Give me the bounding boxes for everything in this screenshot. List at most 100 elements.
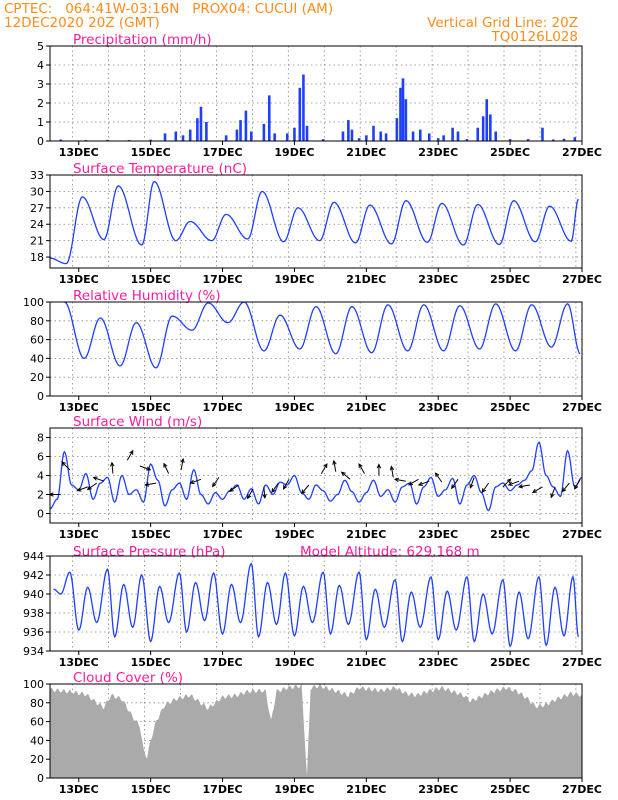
wind-arrow <box>283 479 290 490</box>
precip-title: Precipitation (mm/h) <box>73 32 212 48</box>
x-tick-label: 25DEC <box>490 528 530 541</box>
wind-arrowhead <box>531 488 537 493</box>
cloud-title: Cloud Cover (%) <box>73 670 183 686</box>
wind-arrowhead <box>301 489 306 495</box>
precip-bar <box>59 139 63 141</box>
rh-panel: Relative Humidity (%) 0 20 40 60 80 100 13DEC 15… <box>23 288 602 414</box>
grid-note: Vertical Grid Line: 20Z <box>427 15 578 31</box>
y-tick-label: 0 <box>37 135 44 148</box>
wind-arrow <box>301 484 310 494</box>
y-tick-label: 60 <box>30 334 44 347</box>
wind-arrow <box>394 478 406 482</box>
precip-bar <box>205 122 208 141</box>
x-tick-label: 13DEC <box>59 401 99 414</box>
date-header: 12DEC2020 20Z (GMT) <box>4 15 160 31</box>
y-tick-label: 2 <box>37 97 44 110</box>
y-tick-label: 20 <box>30 371 44 384</box>
precip-bar <box>235 129 239 141</box>
y-tick-label: 942 <box>23 569 44 582</box>
y-tick-label: 938 <box>23 607 44 620</box>
wind-arrowhead <box>282 484 288 490</box>
x-tick-label: 19DEC <box>274 401 314 414</box>
x-tick-label: 21DEC <box>346 783 386 796</box>
wind-arrow <box>190 478 202 484</box>
precip-bar <box>285 133 289 141</box>
y-tick-label: 60 <box>30 716 44 729</box>
wind-arrowhead <box>262 493 267 500</box>
x-tick-label: 19DEC <box>274 273 314 286</box>
x-tick-label: 15DEC <box>131 146 171 159</box>
wind-arrowhead <box>332 459 337 465</box>
precip-bar <box>476 127 480 141</box>
wind-arrowhead <box>417 481 423 486</box>
precip-panel: Precipitation (mm/h) 0 1 2 3 4 5 13DEC 15DEC 17DE… <box>37 32 602 159</box>
wind-arrowhead <box>61 461 66 466</box>
precip-bar <box>249 131 253 141</box>
rh-frame <box>49 301 583 397</box>
x-tick-label: 15DEC <box>131 783 171 796</box>
wind-arrowhead <box>574 484 579 490</box>
precip-bar <box>465 139 469 141</box>
x-tick-label: 27DEC <box>562 656 602 669</box>
cloud-frame <box>49 683 583 779</box>
precip-bar <box>321 139 325 141</box>
precip-bar <box>106 139 109 141</box>
precip-bar <box>436 138 440 141</box>
wind-arrow <box>61 461 71 471</box>
precip-bar <box>481 116 485 141</box>
precip-bar <box>293 127 296 141</box>
x-tick-label: 21DEC <box>346 528 386 541</box>
temp-line <box>50 180 579 265</box>
x-tick-label: 27DEC <box>562 273 602 286</box>
wind-arrow <box>532 486 543 493</box>
x-tick-label: 21DEC <box>346 273 386 286</box>
precip-bar <box>239 120 242 141</box>
y-tick-label: 80 <box>30 315 44 328</box>
wind-arrowhead <box>550 493 555 499</box>
y-tick-label: 40 <box>30 734 44 747</box>
wind-arrowhead <box>507 481 513 486</box>
wind-arrow <box>435 472 443 483</box>
x-tick-label: 21DEC <box>346 656 386 669</box>
y-tick-label: 934 <box>23 645 44 658</box>
wind-arrowhead <box>189 479 195 484</box>
precip-bar <box>399 87 402 141</box>
x-tick-label: 25DEC <box>490 656 530 669</box>
x-tick-label: 13DEC <box>59 783 99 796</box>
x-tick-label: 17DEC <box>203 528 243 541</box>
y-tick-label: 6 <box>37 451 44 464</box>
precip-bar <box>244 110 248 141</box>
y-tick-label: 944 <box>23 550 44 563</box>
precip-bar <box>365 135 368 141</box>
wind-arrow <box>111 462 114 474</box>
wind-arrowhead <box>376 463 382 469</box>
precip-bar <box>395 118 399 141</box>
wind-arrowhead <box>340 471 346 477</box>
y-tick-label: 80 <box>30 697 44 710</box>
precip-bar <box>350 129 354 141</box>
wind-arrow <box>469 477 475 488</box>
wind-arrow <box>145 482 157 486</box>
x-tick-label: 13DEC <box>59 656 99 669</box>
wind-arrow <box>247 488 254 499</box>
wind-arrow <box>481 482 489 493</box>
y-tick-label: 100 <box>23 296 44 309</box>
y-tick-label: 4 <box>37 59 44 72</box>
precip-bar <box>372 125 375 141</box>
wind-arrow <box>229 484 240 492</box>
x-tick-label: 25DEC <box>490 401 530 414</box>
x-tick-label: 21DEC <box>346 401 386 414</box>
x-tick-label: 17DEC <box>203 146 243 159</box>
wind-arrowhead <box>389 465 395 471</box>
precip-bar <box>456 131 460 141</box>
precip-bar <box>181 135 185 141</box>
y-tick-label: 18 <box>30 251 44 264</box>
wind-arrowhead <box>129 449 134 455</box>
precip-bar <box>489 114 492 141</box>
wind-arrowhead <box>228 487 234 492</box>
x-tick-label: 17DEC <box>203 401 243 414</box>
x-tick-label: 17DEC <box>203 783 243 796</box>
wind-arrow <box>451 479 459 489</box>
wind-arrowhead <box>144 482 150 487</box>
y-tick-label: 40 <box>30 352 44 365</box>
